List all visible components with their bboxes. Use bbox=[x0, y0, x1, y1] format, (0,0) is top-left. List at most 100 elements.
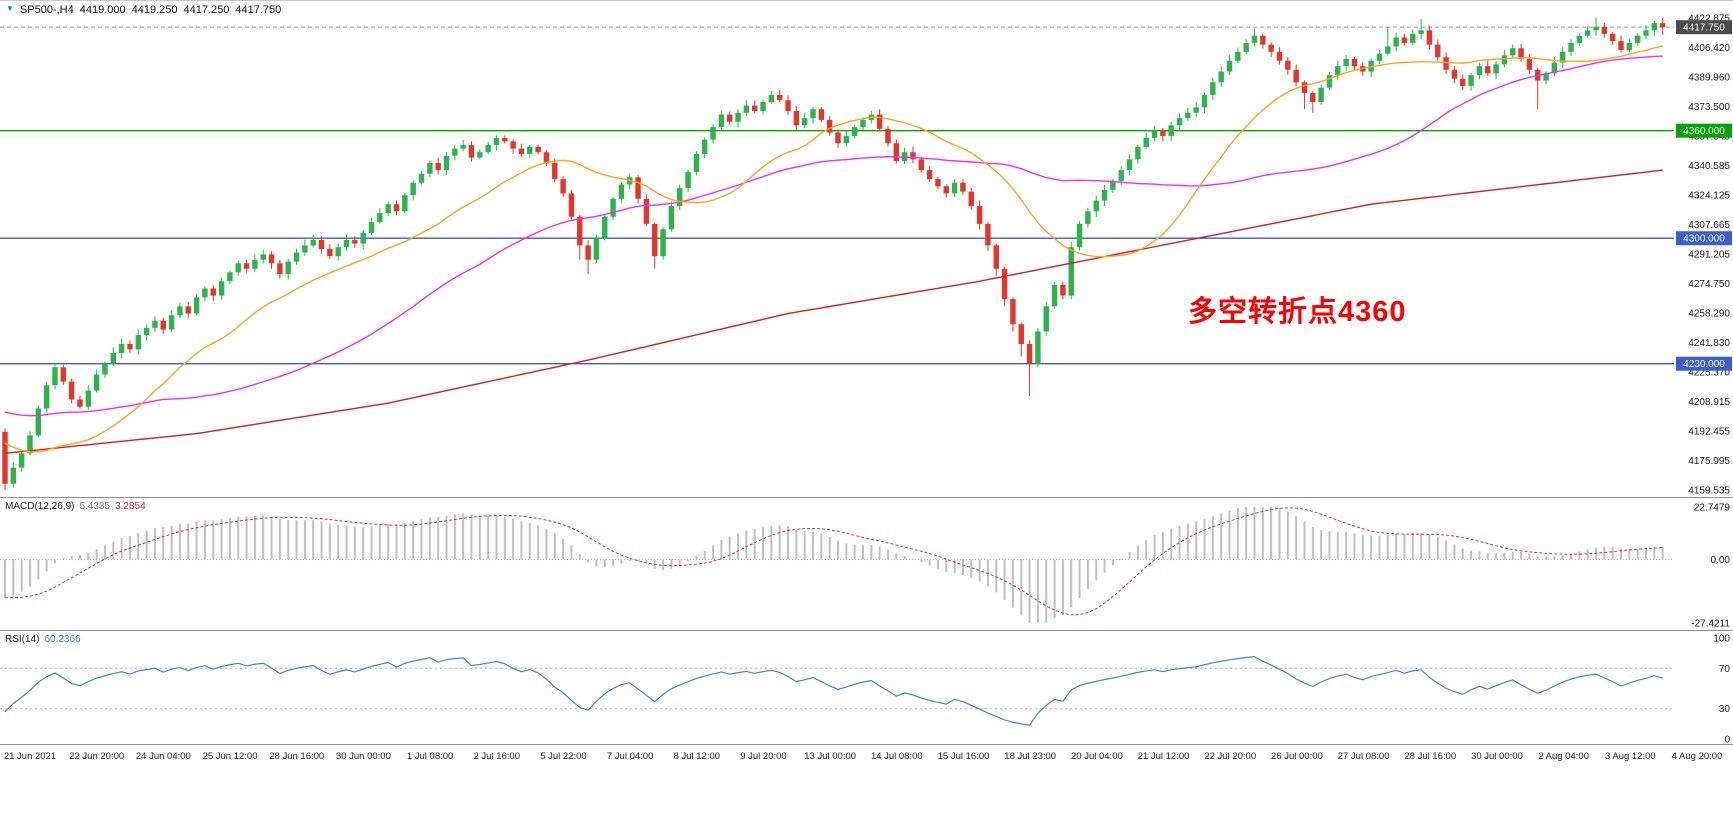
candle-body bbox=[418, 173, 425, 183]
candle-body bbox=[218, 281, 225, 296]
candle-body bbox=[1634, 35, 1641, 43]
candle-body bbox=[826, 119, 833, 133]
symbol-dropdown-triangle-icon[interactable]: ▼ bbox=[6, 4, 14, 13]
time-axis-label: 27 Jul 08:00 bbox=[1337, 751, 1390, 762]
candle-body bbox=[1435, 44, 1441, 58]
candle-body bbox=[935, 179, 941, 187]
ma-mid-line bbox=[4, 55, 1663, 417]
candle-body bbox=[277, 263, 283, 275]
rsi-name: RSI(14) bbox=[5, 634, 40, 645]
candle-body bbox=[77, 399, 83, 407]
candle-body bbox=[393, 204, 400, 212]
price-chart-canvas[interactable]: 4422.8754406.4204389.9604373.5004357.040… bbox=[0, 1, 1733, 498]
candle-body bbox=[460, 145, 466, 149]
rsi-axis-label: 70 bbox=[1719, 664, 1731, 675]
price-axis-label: 4175.995 bbox=[1688, 456, 1730, 467]
candle-body bbox=[1076, 223, 1083, 248]
candle-body bbox=[160, 320, 166, 330]
candle-body bbox=[727, 114, 733, 122]
candle-body bbox=[885, 128, 891, 144]
macd-signal-line bbox=[4, 507, 1663, 616]
candle-body bbox=[110, 352, 116, 364]
chart-text-annotation: 多空转折点4360 bbox=[1188, 296, 1407, 328]
rsi-canvas[interactable]: 100 70 30 0 bbox=[0, 632, 1733, 745]
candle-body bbox=[735, 112, 741, 122]
macd-axis-label: 22.7479 bbox=[1694, 503, 1731, 514]
candle-body bbox=[602, 216, 608, 239]
candle-body bbox=[1151, 130, 1158, 138]
candle-body bbox=[177, 306, 183, 316]
time-axis-label: 1 Jul 08:00 bbox=[406, 751, 454, 762]
candle-body bbox=[893, 143, 900, 162]
candle-body bbox=[1560, 51, 1566, 63]
candle-body bbox=[810, 109, 816, 119]
candle-body bbox=[585, 245, 591, 260]
candle-body bbox=[535, 146, 541, 153]
candle-body bbox=[368, 222, 375, 233]
candle-body bbox=[835, 132, 841, 144]
candle-body bbox=[1293, 69, 1299, 83]
candle-body bbox=[685, 171, 691, 189]
time-axis-label: 28 Jul 16:00 bbox=[1404, 751, 1457, 762]
candle-body bbox=[1218, 71, 1224, 83]
candle-body bbox=[876, 114, 883, 129]
candle-body bbox=[43, 385, 50, 409]
rsi-value: 60.2366 bbox=[44, 634, 81, 645]
candle-body bbox=[343, 240, 350, 248]
candle-body bbox=[527, 146, 533, 154]
candle-body bbox=[227, 272, 233, 282]
candle-body bbox=[1243, 42, 1249, 52]
candle-body bbox=[1326, 75, 1333, 88]
candle-body bbox=[776, 94, 783, 101]
candle-body bbox=[1268, 44, 1274, 52]
candle-body bbox=[102, 363, 108, 375]
candle-body bbox=[677, 188, 683, 206]
candle-body bbox=[693, 153, 700, 172]
bar-high-value: 4419.250 bbox=[131, 4, 178, 16]
candle-body bbox=[518, 148, 525, 154]
candle-body bbox=[1526, 59, 1533, 70]
price-axis-label: 4324.125 bbox=[1688, 190, 1730, 201]
candle-body bbox=[402, 195, 408, 212]
price-tag-label: 4417.750 bbox=[1683, 23, 1725, 34]
candle-body bbox=[152, 320, 158, 328]
candle-body bbox=[118, 343, 125, 353]
candle-body bbox=[1510, 48, 1516, 56]
candle-body bbox=[52, 367, 58, 386]
macd-panel[interactable]: 22.7479 0.00 -27.4211 MACD(12,26,9) 5.4335 3… bbox=[0, 499, 1733, 631]
price-axis-label: 4422.875 bbox=[1688, 14, 1730, 25]
candle-body bbox=[1035, 331, 1041, 364]
rsi-axis-label: 0 bbox=[1724, 735, 1730, 746]
candle-body bbox=[1576, 35, 1583, 43]
time-axis-label: 26 Jul 00:00 bbox=[1271, 751, 1323, 762]
candle-body bbox=[1185, 112, 1191, 119]
candle-body bbox=[993, 245, 999, 269]
time-axis-label: 20 Jul 04:00 bbox=[1070, 751, 1123, 762]
price-tag bbox=[1676, 123, 1732, 138]
candle-body bbox=[760, 102, 766, 111]
price-panel[interactable]: 4422.8754406.4204389.9604373.5004357.040… bbox=[0, 1, 1733, 498]
candle-body bbox=[1251, 35, 1258, 43]
time-axis-label: 30 Jul 00:00 bbox=[1471, 751, 1523, 762]
symbol-timeframe-label: SP500-,H4 bbox=[19, 4, 74, 16]
candle-body bbox=[35, 408, 42, 436]
candle-body bbox=[1226, 60, 1233, 72]
time-axis-label: 14 Jul 08:00 bbox=[870, 751, 923, 762]
candle-body bbox=[493, 137, 500, 146]
time-axis[interactable]: 21 Jun 2021 22 Jun 20:00 24 Jun 04:00 25 Ju… bbox=[0, 746, 1733, 770]
candle-body bbox=[268, 254, 275, 264]
price-tag-label: 4300.000 bbox=[1683, 234, 1725, 245]
candle-body bbox=[1051, 284, 1058, 307]
rsi-line bbox=[4, 656, 1663, 726]
candle-body bbox=[926, 170, 933, 180]
price-axis-label: 4389.960 bbox=[1688, 72, 1730, 83]
candle-body bbox=[352, 240, 358, 244]
candle-body bbox=[660, 229, 666, 257]
candle-body bbox=[1385, 46, 1391, 54]
macd-canvas[interactable]: 22.7479 0.00 -27.4211 bbox=[0, 499, 1733, 631]
macd-axis-label: 0.00 bbox=[1711, 555, 1731, 566]
rsi-panel[interactable]: 100 70 30 0 RSI(14) 60.2366 bbox=[0, 632, 1733, 745]
candle-body bbox=[1276, 51, 1283, 61]
time-axis-label: 30 Jun 00:00 bbox=[335, 751, 391, 762]
candle-body bbox=[1543, 73, 1549, 81]
